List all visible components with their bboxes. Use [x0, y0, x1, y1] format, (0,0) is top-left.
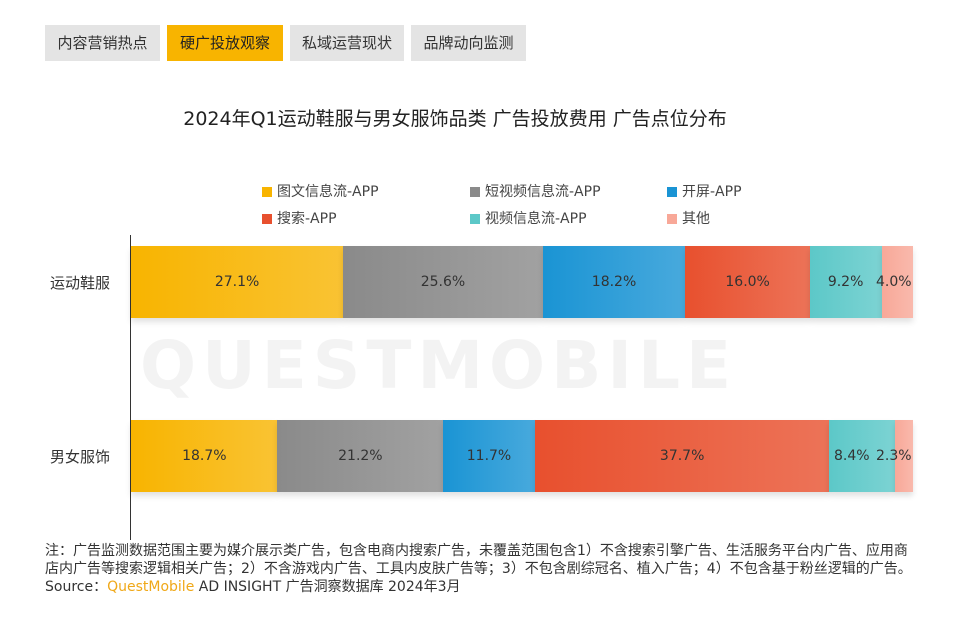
value-label: 25.6%: [420, 274, 466, 290]
bar-segment: [131, 420, 278, 492]
legend-label: 视频信息流-APP: [485, 211, 587, 227]
value-label: 16.0%: [725, 274, 770, 290]
value-label: 4.0%: [876, 274, 912, 290]
legend-swatch: [470, 187, 480, 197]
bar-segment: [895, 420, 913, 492]
legend-item: 其他: [667, 210, 710, 228]
tab-brand-trends[interactable]: 品牌动向监测: [411, 25, 526, 61]
legend-item: 搜索-APP: [262, 210, 337, 228]
bar-segment: [277, 420, 443, 492]
tab-private-domain[interactable]: 私域运营现状: [290, 25, 404, 61]
source: Source：QuestMobile AD INSIGHT 广告洞察数据库 20…: [45, 578, 920, 596]
legend-label: 开屏-APP: [682, 184, 742, 200]
source-prefix: Source：: [45, 579, 108, 595]
category-label: 运动鞋服: [50, 274, 111, 292]
value-label: 21.2%: [338, 448, 383, 464]
legend-swatch: [667, 187, 677, 197]
value-label: 18.7%: [182, 448, 227, 464]
bar-segment: [829, 420, 895, 492]
legend-label: 短视频信息流-APP: [485, 184, 601, 200]
value-label: 9.2%: [827, 274, 864, 290]
footnote: 注：广告监测数据范围主要为媒介展示类广告，包含电商内搜索广告，未覆盖范围包含1）…: [45, 543, 912, 577]
legend-swatch: [262, 187, 272, 197]
value-label: 27.1%: [214, 274, 260, 290]
legend-item: 图文信息流-APP: [262, 183, 379, 201]
legend-label: 搜索-APP: [277, 211, 337, 227]
category-label: 男女服饰: [50, 448, 111, 466]
footer: 注：广告监测数据范围主要为媒介展示类广告，包含电商内搜索广告，未覆盖范围包含1）…: [45, 542, 920, 596]
source-suffix: AD INSIGHT 广告洞察数据库 2024年3月: [198, 579, 461, 595]
legend-item: 开屏-APP: [667, 183, 742, 201]
tab-hard-ads[interactable]: 硬广投放观察: [167, 25, 283, 61]
legend-swatch: [262, 214, 272, 224]
bar-segment: [809, 246, 882, 318]
tab-content-marketing[interactable]: 内容营销热点: [45, 25, 160, 61]
bar-segment: [684, 246, 810, 318]
legend-label: 图文信息流-APP: [277, 184, 379, 200]
source-brand: QuestMobile: [107, 579, 195, 595]
watermark: QUESTMOBILE: [140, 327, 738, 404]
y-axis: [130, 235, 131, 540]
legend-label: 其他: [682, 211, 710, 227]
legend-item: 短视频信息流-APP: [470, 183, 601, 201]
bar-segment: [881, 246, 913, 318]
value-label: 18.2%: [591, 274, 637, 290]
bar-segment: [131, 246, 343, 318]
bar-segment: [443, 420, 535, 492]
legend-swatch: [667, 214, 677, 224]
chart-title: 2024年Q1运动鞋服与男女服饰品类 广告投放费用 广告点位分布: [183, 108, 727, 130]
value-label: 11.7%: [466, 448, 512, 464]
value-label: 8.4%: [834, 448, 870, 464]
bar-segment: [534, 420, 830, 492]
value-label: 37.7%: [659, 448, 705, 464]
legend-item: 视频信息流-APP: [470, 210, 587, 228]
bar-segment: [542, 246, 685, 318]
bar-segment: [342, 246, 543, 318]
legend-swatch: [470, 214, 480, 224]
value-label: 2.3%: [876, 448, 912, 464]
